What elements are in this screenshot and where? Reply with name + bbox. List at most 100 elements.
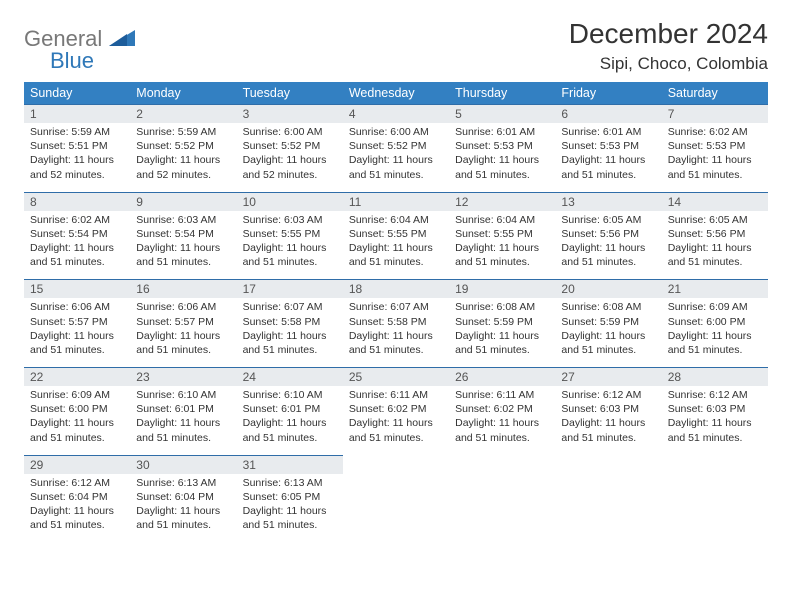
day-detail-row: Sunrise: 6:06 AM Sunset: 5:57 PM Daylight:… [24, 298, 768, 367]
day-number-cell: 16 [130, 280, 236, 299]
day-number-cell: 14 [662, 192, 768, 211]
day-number-cell: 28 [662, 368, 768, 387]
day-detail-cell: Sunrise: 6:01 AMSunset: 5:53 PMDaylight:… [555, 123, 661, 192]
day-detail-cell: Sunrise: 6:13 AMSunset: 6:04 PMDaylight:… [130, 474, 236, 539]
day-detail-cell: Sunrise: 6:12 AMSunset: 6:03 PMDaylight:… [555, 386, 661, 455]
day-header: Monday [130, 82, 236, 105]
sunrise-line: Sunrise: 6:10 AM [243, 389, 323, 401]
day-number-cell: 22 [24, 368, 130, 387]
sunrise-line: Sunrise: 5:59 AM [136, 126, 216, 138]
day-number-cell [662, 455, 768, 474]
day-number-row: 1234567 [24, 105, 768, 124]
sunset-line: Sunset: 5:59 PM [455, 316, 533, 328]
sunset-line: Sunset: 5:57 PM [136, 316, 214, 328]
sunset-line: Sunset: 5:56 PM [561, 228, 639, 240]
sunrise-line: Sunrise: 6:12 AM [668, 389, 748, 401]
sunrise-line: Sunrise: 6:04 AM [349, 214, 429, 226]
logo: General Blue [24, 26, 135, 74]
day-detail-row: Sunrise: 6:02 AMSunset: 5:54 PMDaylight:… [24, 211, 768, 280]
sunset-line: Sunset: 6:03 PM [561, 403, 639, 415]
day-number-cell [555, 455, 661, 474]
daylight-line: Daylight: 11 hours and 51 minutes. [243, 330, 327, 356]
sunset-line: Sunset: 5:53 PM [455, 140, 533, 152]
day-number-cell: 13 [555, 192, 661, 211]
day-header: Sunday [24, 82, 130, 105]
day-number-cell: 26 [449, 368, 555, 387]
day-number-cell: 17 [237, 280, 343, 299]
daylight-line: Daylight: 11 hours and 51 minutes. [668, 330, 752, 356]
logo-text-wrap: General Blue [24, 26, 135, 74]
sunset-line: Sunset: 6:02 PM [455, 403, 533, 415]
sunrise-line: Sunrise: 6:08 AM [455, 301, 535, 313]
daylight-line: Daylight: 11 hours and 51 minutes. [668, 242, 752, 268]
day-detail-cell: Sunrise: 5:59 AM Sunset: 5:52 PM Daylight:… [130, 123, 236, 192]
sunset-line: Sunset: 6:00 PM [668, 316, 746, 328]
calendar-page: General Blue December 2024 Sipi, Choco, … [0, 0, 792, 556]
day-header: Friday [555, 82, 661, 105]
sunrise-line: Sunrise: 6:05 AM [561, 214, 641, 226]
sunrise-line: Sunrise: 6:03 AM [243, 214, 323, 226]
daylight-line: Daylight: 11 hours and 51 minutes. [561, 417, 645, 443]
sunset-line: Sunset: 5:55 PM [349, 228, 427, 240]
day-detail-cell: Sunrise: 6:13 AMSunset: 6:05 PMDaylight:… [237, 474, 343, 539]
sunrise-line: Sunrise: 6:09 AM [668, 301, 748, 313]
sunrise-line: Sunrise: 6:05 AM [668, 214, 748, 226]
daylight-line: Daylight: 11 hours and 51 minutes. [455, 242, 539, 268]
day-detail-cell [449, 474, 555, 539]
daylight-line: Daylight: 11 hours and 51 minutes. [349, 417, 433, 443]
day-detail-cell: Sunrise: 6:04 AMSunset: 5:55 PMDaylight:… [343, 211, 449, 280]
sunrise-line: Sunrise: 6:06 AM [30, 301, 110, 313]
sunset-line: Sunset: 6:04 PM [30, 491, 108, 503]
day-detail-cell: Sunrise: 6:03 AMSunset: 5:54 PMDaylight:… [130, 211, 236, 280]
day-detail-cell: Sunrise: 5:59 AMSunset: 5:51 PMDaylight:… [24, 123, 130, 192]
day-detail-cell: Sunrise: 6:03 AMSunset: 5:55 PMDaylight:… [237, 211, 343, 280]
sunrise-line: Sunrise: 6:02 AM [30, 214, 110, 226]
day-detail-cell: Sunrise: 6:09 AM Sunset: 6:00 PM Daylight:… [662, 298, 768, 367]
day-detail-cell: Sunrise: 6:02 AMSunset: 5:54 PMDaylight:… [24, 211, 130, 280]
day-detail-cell: Sunrise: 6:10 AMSunset: 6:01 PMDaylight:… [237, 386, 343, 455]
sunrise-line: Sunrise: 6:09 AM [30, 389, 110, 401]
daylight-line: Daylight: 11 hours and 51 minutes. [455, 417, 539, 443]
sunset-line: Sunset: 6:01 PM [243, 403, 321, 415]
day-detail-cell: Sunrise: 6:06 AMSunset: 5:57 PMDaylight:… [24, 298, 130, 367]
sunrise-line: Sunrise: 6:07 AM [243, 301, 323, 313]
sunset-line: Sunset: 6:05 PM [243, 491, 321, 503]
daylight-line: Daylight: 11 hours and 51 minutes. [136, 242, 220, 268]
day-number-cell: 7 [662, 105, 768, 124]
logo-text-blue: Blue [50, 48, 135, 74]
sunrise-line: Sunrise: 6:00 AM [349, 126, 429, 138]
daylight-line: Daylight: 11 hours and 52 minutes. [136, 154, 220, 180]
day-number-cell: 21 [662, 280, 768, 299]
daylight-line: Daylight: 11 hours and 51 minutes. [349, 330, 433, 356]
day-number-cell: 20 [555, 280, 661, 299]
daylight-line: Daylight: 11 hours and 51 minutes. [243, 505, 327, 531]
day-number-cell [449, 455, 555, 474]
day-number-cell [343, 455, 449, 474]
sunset-line: Sunset: 5:56 PM [668, 228, 746, 240]
day-header: Saturday [662, 82, 768, 105]
sunset-line: Sunset: 5:55 PM [243, 228, 321, 240]
sunrise-line: Sunrise: 6:08 AM [561, 301, 641, 313]
day-header-row: Sunday Monday Tuesday Wednesday Thursday… [24, 82, 768, 105]
daylight-line: Daylight: 11 hours and 51 minutes. [30, 417, 114, 443]
sunrise-line: Sunrise: 6:04 AM [455, 214, 535, 226]
sunrise-line: Sunrise: 6:00 AM [243, 126, 323, 138]
day-detail-cell: Sunrise: 6:08 AM Sunset: 5:59 PM Daylight:… [449, 298, 555, 367]
day-detail-cell: Sunrise: 6:01 AMSunset: 5:53 PMDaylight:… [449, 123, 555, 192]
title-block: December 2024 Sipi, Choco, Colombia [569, 18, 768, 74]
day-number-cell: 31 [237, 455, 343, 474]
day-number-cell: 19 [449, 280, 555, 299]
day-detail-cell: Sunrise: 6:07 AMSunset: 5:58 PMDaylight:… [343, 298, 449, 367]
daylight-line: Daylight: 11 hours and 51 minutes. [30, 330, 114, 356]
day-number-cell: 10 [237, 192, 343, 211]
day-detail-cell: Sunrise: 6:11 AMSunset: 6:02 PMDaylight:… [449, 386, 555, 455]
day-detail-cell: Sunrise: 6:05 AMSunset: 5:56 PMDaylight:… [555, 211, 661, 280]
sunset-line: Sunset: 5:52 PM [136, 140, 214, 152]
daylight-line: Daylight: 11 hours and 51 minutes. [455, 330, 539, 356]
day-detail-cell: Sunrise: 6:05 AM Sunset: 5:56 PM Daylight:… [662, 211, 768, 280]
day-number-row: 15161718192021 [24, 280, 768, 299]
daylight-line: Daylight: 11 hours and 51 minutes. [561, 154, 645, 180]
day-number-cell: 25 [343, 368, 449, 387]
sunrise-line: Sunrise: 6:10 AM [136, 389, 216, 401]
sunset-line: Sunset: 5:53 PM [668, 140, 746, 152]
